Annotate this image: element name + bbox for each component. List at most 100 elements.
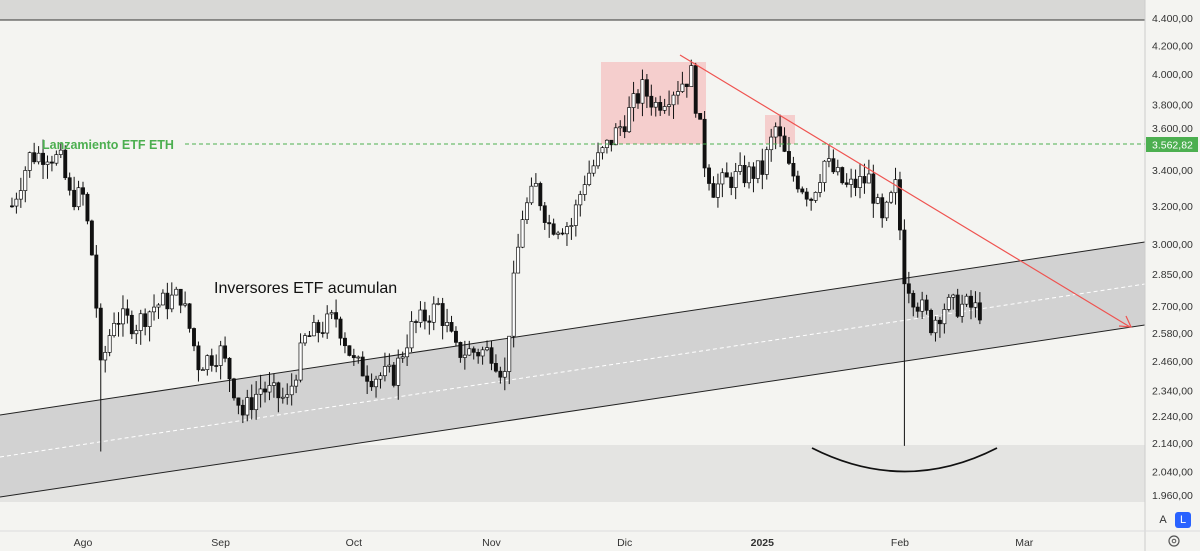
candle-body [378,375,383,380]
candle-body [32,152,37,163]
candle-body [755,160,760,179]
candle-body [818,182,822,193]
candle-body [676,91,680,96]
log-scale-button[interactable]: L [1175,512,1191,528]
candle-body [773,126,778,138]
candle-body [498,370,503,378]
y-tick-label: 4.000,00 [1152,69,1193,81]
candle-body [578,194,583,206]
candle-body [866,173,871,184]
candle-body [27,152,32,171]
candle-body [667,104,672,107]
candle-body [875,197,880,204]
candle-body [307,335,312,337]
candle-body [920,299,925,312]
candle-body [533,183,538,187]
candle-body [396,357,401,386]
candle-body [129,314,134,335]
candle-body [249,397,254,411]
price-axis[interactable]: 4.400,00 4.200,00 4.000,00 3.800,00 3.600,00… [1152,13,1193,502]
candle-body [946,296,951,310]
candle-body [609,139,614,146]
candle-body [431,303,436,323]
candle-body [662,106,667,111]
candle-body [14,198,19,207]
candle-body [649,95,654,108]
candle-body [942,309,947,325]
candle-body [325,313,330,334]
candle-body [200,369,205,371]
candle-body [582,184,587,195]
candle-body [613,127,618,146]
candle-body [258,388,263,395]
y-tick-label: 3.600,00 [1152,123,1193,135]
candle-body [924,299,929,311]
candle-body [596,152,600,167]
candle-body [41,152,45,165]
candle-body [840,167,845,184]
candle-body [898,179,902,231]
y-tick-label: 2.700,00 [1152,301,1193,313]
ascending-channel [0,242,1145,497]
candle-body [902,229,907,285]
candle-body [551,223,556,235]
candle-body [960,303,965,317]
candle-body [303,335,307,344]
x-tick-label: Mar [1015,537,1034,549]
candle-body [156,304,161,308]
candle-body [298,342,303,381]
x-tick-label: Feb [891,537,909,549]
candle-body [112,322,117,336]
candle-body [529,185,534,204]
candle-body [98,307,103,361]
y-tick-label: 4.200,00 [1152,40,1193,52]
candle-body [538,183,543,207]
candle-body [733,171,738,188]
candle-body [507,335,512,372]
candle-body [969,295,973,308]
candle-body [347,345,352,356]
auto-scale-button[interactable]: A [1159,514,1167,526]
candle-body [915,306,920,312]
candle-body [400,356,405,359]
candle-body [493,363,498,372]
candle-body [751,166,756,179]
y-tick-label: 2.460,00 [1152,356,1193,368]
candle-body [285,394,290,398]
candle-body [542,205,547,223]
candle-body [977,302,982,321]
candle-body [738,165,743,172]
candle-body [591,165,596,174]
candle-body [862,176,867,184]
candle-body [906,283,911,294]
time-axis[interactable]: Ago Sep Oct Nov Dic 2025 Feb Mar [74,537,1034,549]
candle-body [121,308,125,325]
candle-body [387,364,392,367]
candle-body [742,165,747,184]
candle-body [547,222,552,225]
candle-body [236,397,241,406]
candle-body [711,183,716,198]
candle-body [196,345,201,371]
settings-gear-icon[interactable] [1168,535,1180,547]
candle-body [245,397,250,416]
candle-body [525,202,529,220]
candle-body [813,192,818,201]
y-tick-label: 3.200,00 [1152,201,1193,213]
candle-body [764,149,769,175]
candle-body [445,322,450,326]
x-tick-label: Oct [346,537,362,549]
candle-body [23,170,28,191]
y-tick-label: 1.960,00 [1152,490,1193,502]
candle-body [884,201,889,219]
candle-body [76,187,81,208]
candle-body [804,191,809,200]
candle-body [405,347,410,358]
candle-body [636,93,640,104]
candle-body [831,158,836,173]
candle-body [169,294,174,310]
candle-body [556,232,561,235]
candle-body [125,308,130,316]
candle-body [658,102,663,111]
